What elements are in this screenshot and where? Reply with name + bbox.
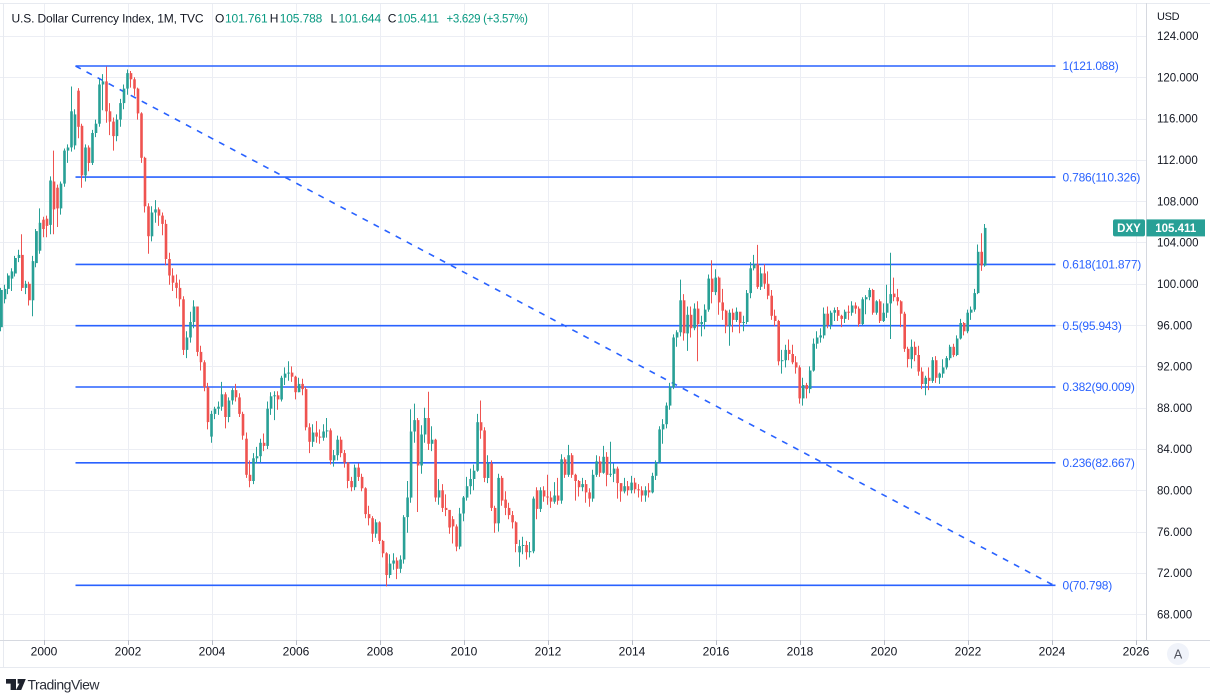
svg-text:C: C bbox=[388, 12, 397, 26]
svg-text:A: A bbox=[1174, 648, 1183, 662]
svg-text:+3.629 (+3.57%): +3.629 (+3.57%) bbox=[447, 14, 529, 26]
svg-text:105.411: 105.411 bbox=[1155, 223, 1197, 235]
svg-text:2016: 2016 bbox=[703, 645, 730, 659]
svg-text:2004: 2004 bbox=[199, 645, 226, 659]
svg-text:68.000: 68.000 bbox=[1157, 609, 1192, 621]
svg-text:105.411: 105.411 bbox=[397, 12, 439, 26]
svg-text:116.000: 116.000 bbox=[1157, 114, 1198, 126]
svg-text:76.000: 76.000 bbox=[1157, 527, 1192, 539]
svg-text:0.5(95.943): 0.5(95.943) bbox=[1063, 319, 1122, 333]
svg-text:TradingView: TradingView bbox=[28, 677, 101, 693]
svg-text:0.618(101.877): 0.618(101.877) bbox=[1063, 258, 1142, 272]
svg-text:80.000: 80.000 bbox=[1157, 486, 1192, 498]
svg-text:2012: 2012 bbox=[535, 645, 562, 659]
svg-text:84.000: 84.000 bbox=[1157, 444, 1192, 456]
svg-text:2000: 2000 bbox=[31, 645, 58, 659]
svg-text:105.788: 105.788 bbox=[280, 12, 323, 26]
svg-text:92.000: 92.000 bbox=[1157, 362, 1192, 374]
svg-text:2002: 2002 bbox=[115, 645, 142, 659]
svg-text:2010: 2010 bbox=[451, 645, 478, 659]
svg-text:0(70.798): 0(70.798) bbox=[1063, 579, 1113, 593]
svg-text:H: H bbox=[270, 12, 279, 26]
svg-text:2014: 2014 bbox=[619, 645, 646, 659]
svg-text:101.644: 101.644 bbox=[339, 12, 382, 26]
svg-text:0.786(110.326): 0.786(110.326) bbox=[1063, 170, 1141, 184]
svg-text:0.382(90.009): 0.382(90.009) bbox=[1063, 380, 1135, 394]
svg-text:2026: 2026 bbox=[1123, 645, 1150, 659]
svg-text:USD: USD bbox=[1157, 11, 1180, 23]
svg-text:2020: 2020 bbox=[871, 645, 898, 659]
svg-text:2008: 2008 bbox=[367, 645, 394, 659]
svg-text:101.761: 101.761 bbox=[225, 12, 268, 26]
svg-text:O: O bbox=[215, 12, 224, 26]
svg-text:72.000: 72.000 bbox=[1157, 568, 1192, 580]
svg-text:L: L bbox=[331, 12, 338, 26]
svg-text:2022: 2022 bbox=[955, 645, 982, 659]
svg-text:100.000: 100.000 bbox=[1157, 279, 1199, 291]
svg-text:124.000: 124.000 bbox=[1157, 31, 1199, 43]
svg-text:2006: 2006 bbox=[283, 645, 310, 659]
svg-text:2018: 2018 bbox=[787, 645, 814, 659]
svg-text:112.000: 112.000 bbox=[1157, 155, 1198, 167]
svg-text:120.000: 120.000 bbox=[1157, 72, 1199, 84]
svg-text:108.000: 108.000 bbox=[1157, 196, 1199, 208]
svg-text:1(121.088): 1(121.088) bbox=[1063, 59, 1119, 73]
svg-text:88.000: 88.000 bbox=[1157, 403, 1192, 415]
svg-text:96.000: 96.000 bbox=[1157, 320, 1192, 332]
svg-text:104.000: 104.000 bbox=[1157, 238, 1199, 250]
svg-text:DXY: DXY bbox=[1117, 223, 1141, 235]
svg-text:0.236(82.667): 0.236(82.667) bbox=[1063, 456, 1135, 470]
svg-text:2024: 2024 bbox=[1039, 645, 1066, 659]
svg-text:U.S. Dollar Currency Index, 1M: U.S. Dollar Currency Index, 1M, TVC bbox=[12, 12, 204, 26]
